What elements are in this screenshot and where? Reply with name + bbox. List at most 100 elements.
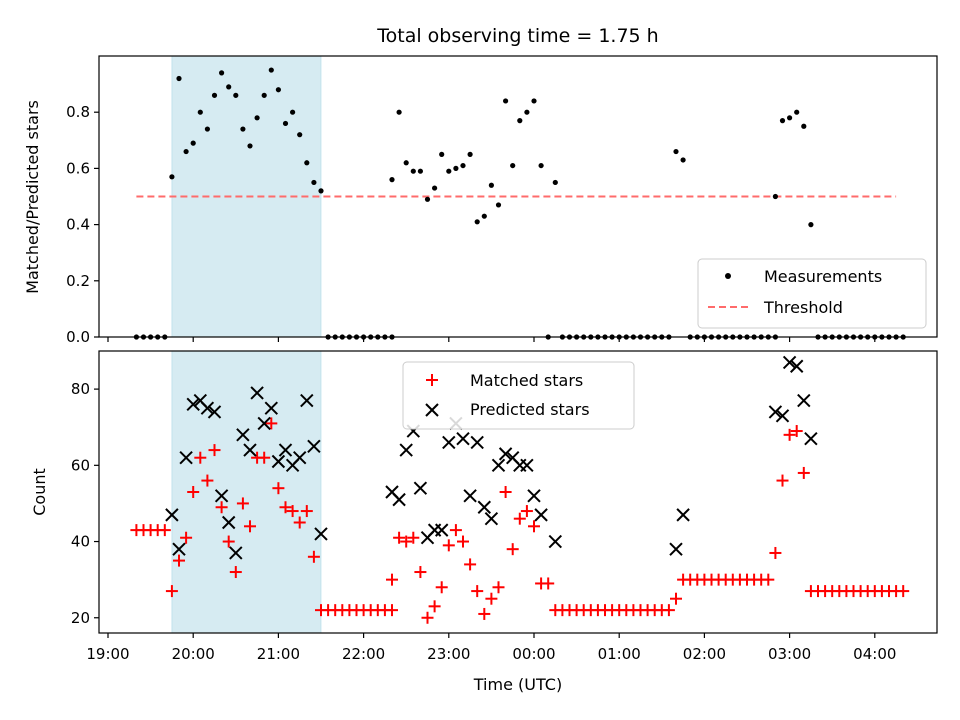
top-plot-frame	[98, 55, 938, 338]
predicted-star-point	[278, 443, 293, 457]
bottom-legend: Matched stars Predicted stars	[402, 361, 635, 430]
measurement-point	[318, 188, 324, 194]
legend-matched-label: Matched stars	[470, 371, 583, 390]
measurement-point	[531, 98, 537, 104]
predicted-star-point	[548, 534, 563, 549]
measurement-point	[552, 179, 558, 186]
matched-star-point	[307, 550, 320, 563]
predicted-star-point	[399, 443, 413, 457]
predicted-star-point	[179, 450, 193, 465]
bottom-x-tick-label: 23:00	[427, 645, 470, 663]
measurement-point	[772, 193, 779, 200]
predicted-star-point	[186, 397, 200, 412]
measurement-point	[474, 219, 480, 225]
measurement-point	[673, 148, 679, 155]
top-legend: Measurements Threshold	[697, 258, 927, 329]
matched-stars-layer	[130, 417, 910, 624]
matched-star-point	[776, 474, 789, 487]
measurement-point	[432, 185, 438, 191]
measurement-point	[467, 151, 473, 157]
matched-star-point	[428, 600, 441, 613]
bottom-plot-frame	[98, 350, 938, 634]
measurement-point	[524, 109, 530, 115]
measurement-point	[290, 109, 296, 115]
measurement-point	[311, 179, 317, 186]
predicted-star-point	[789, 359, 804, 373]
measurement-point	[680, 157, 686, 163]
measurement-point	[510, 162, 516, 169]
bottom-x-tick-label: 19:00	[86, 645, 129, 663]
bottom-x-tick-label: 00:00	[512, 645, 555, 663]
matched-star-point	[435, 581, 448, 594]
matched-star-point	[797, 466, 810, 479]
bottom-x-tick-label: 03:00	[768, 645, 811, 663]
matched-star-point	[279, 501, 292, 514]
measurement-point	[297, 132, 303, 138]
matched-star-point	[449, 524, 462, 537]
bottom-y-axis-label: Count	[30, 468, 49, 516]
measurement-point	[439, 151, 445, 157]
matched-star-point	[407, 531, 420, 544]
matched-star-point	[265, 417, 278, 430]
matched-star-point	[400, 535, 413, 548]
legend-measurements-label: Measurements	[764, 267, 882, 286]
predicted-star-point	[782, 355, 797, 370]
matched-star-point	[180, 531, 193, 544]
measurement-point	[389, 177, 395, 183]
bottom-x-tick-label: 02:00	[683, 645, 726, 663]
measurements-layer	[133, 67, 906, 340]
top-x-ticks	[107, 337, 876, 342]
predicted-star-point	[300, 393, 314, 408]
predicted-star-point	[200, 401, 215, 415]
matched-star-point	[457, 535, 469, 548]
matched-star-point	[762, 573, 775, 586]
measurement-point	[254, 115, 260, 121]
predicted-star-point	[477, 500, 492, 514]
matched-star-point	[790, 425, 803, 438]
predicted-star-point	[498, 447, 513, 461]
matched-star-point	[258, 451, 271, 464]
matched-star-point	[236, 497, 249, 510]
matched-star-point	[670, 592, 682, 605]
bottom-x-axis-label: Time (UTC)	[473, 675, 562, 694]
measurement-point	[261, 92, 267, 98]
bottom-x-tick-label: 22:00	[342, 645, 385, 663]
measurement-point	[503, 98, 509, 104]
measurement-point	[204, 126, 210, 132]
measurement-point	[219, 70, 225, 76]
bottom-x-axis: 19:00 20:00 21:00 22:00 23:00 00:00 01:00 02:00…	[86, 633, 896, 663]
predicted-star-point	[243, 443, 257, 457]
legend-threshold-label: Threshold	[763, 298, 843, 317]
bottom-x-tick-label: 21:00	[257, 645, 300, 663]
predicted-star-point	[257, 416, 271, 431]
matched-star-point	[421, 611, 434, 624]
matched-star-point	[194, 451, 207, 464]
measurement-point	[240, 126, 246, 132]
predicted-star-point	[456, 431, 470, 446]
predicted-star-point	[413, 481, 428, 495]
predicted-star-point	[207, 405, 222, 419]
measurement-point	[282, 120, 289, 127]
matched-star-point	[478, 607, 491, 620]
predicted-star-point	[676, 508, 690, 522]
predicted-star-point	[264, 401, 279, 415]
measurement-point	[779, 118, 786, 124]
predicted-star-point	[470, 435, 484, 450]
measurement-point	[233, 92, 239, 98]
predicted-star-point	[236, 428, 250, 442]
matched-star-point	[386, 604, 398, 617]
measurement-point	[410, 168, 416, 174]
predicted-stars-layer	[165, 355, 818, 560]
top-y-tick-label: 0.0	[66, 328, 90, 346]
predicted-star-point	[484, 511, 499, 526]
top-panel: 0.00.20.40.60.8 Matched/Predicted stars …	[23, 55, 938, 346]
matched-star-point	[286, 505, 299, 518]
predicted-star-point	[229, 546, 243, 560]
matched-star-point	[293, 516, 306, 529]
predicted-star-point	[221, 515, 236, 530]
matched-star-point	[158, 524, 171, 537]
measurement-point	[304, 160, 310, 166]
predicted-star-point	[491, 458, 506, 473]
predicted-star-point	[442, 435, 456, 450]
matched-star-point	[187, 486, 200, 498]
